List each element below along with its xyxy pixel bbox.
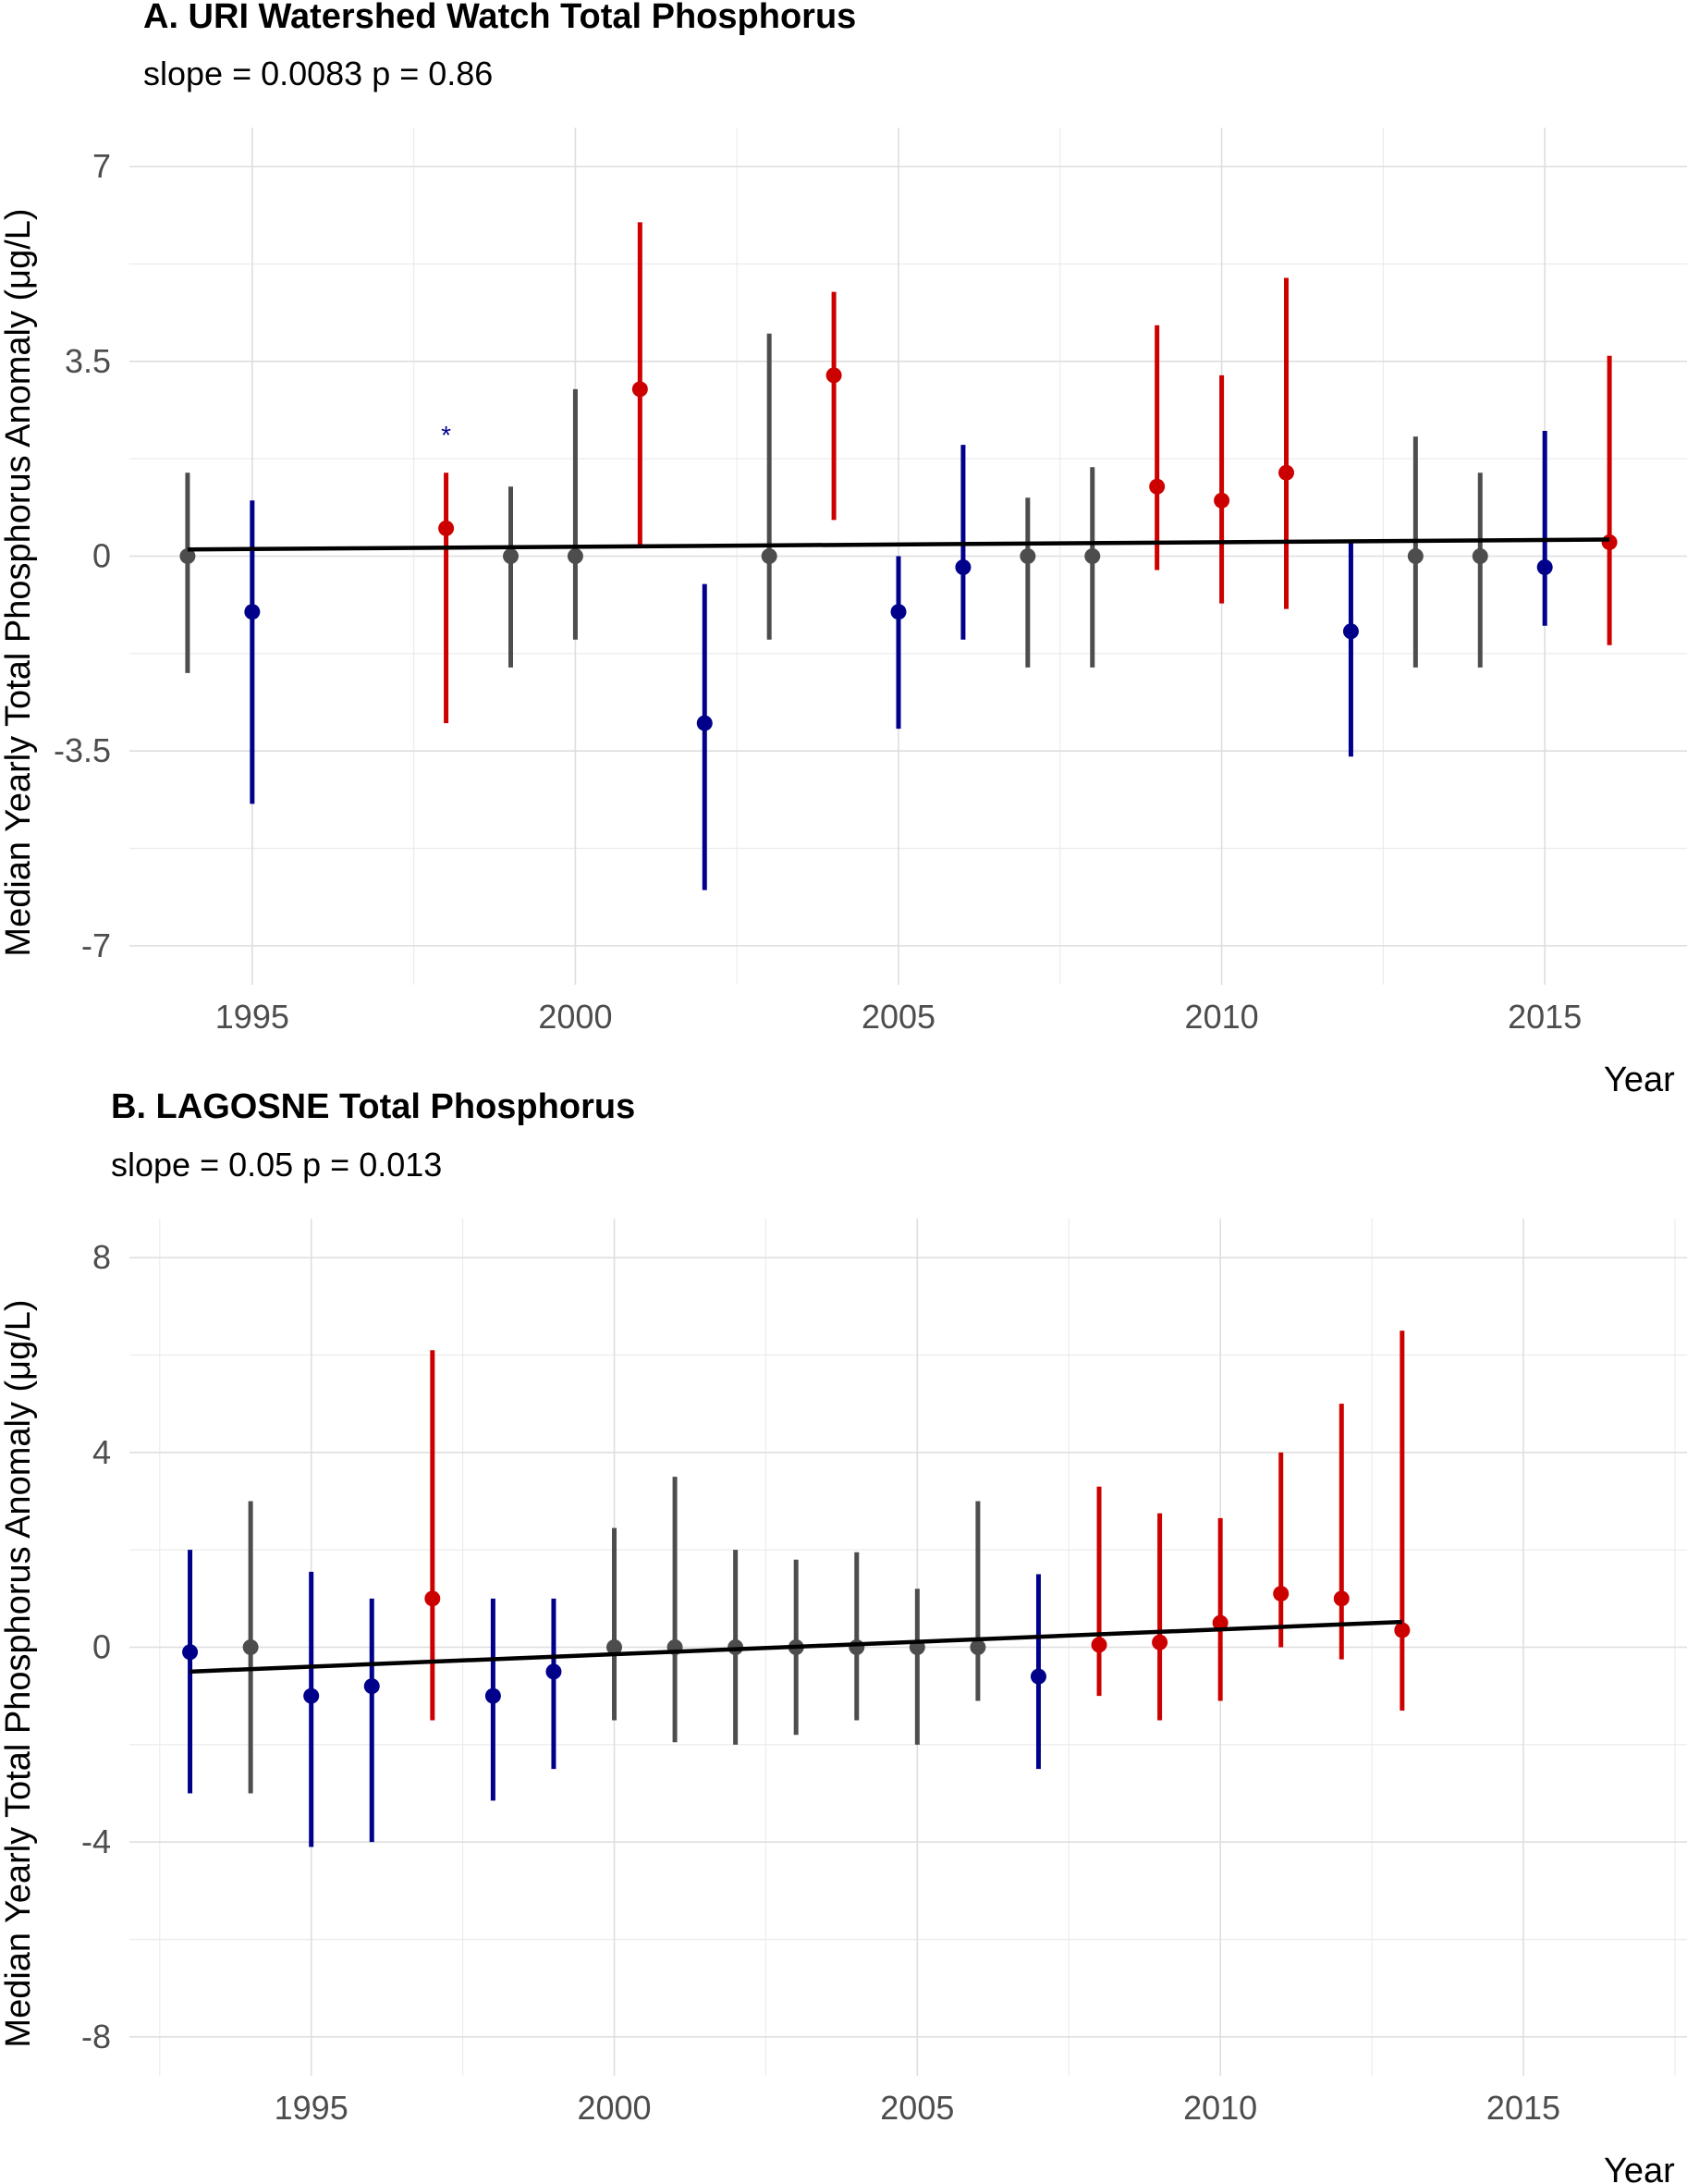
panel-a-x-tick-label: 1995	[215, 998, 289, 1036]
panel-a-point-2005	[890, 604, 907, 620]
panel-b-point-1999	[545, 1663, 562, 1680]
panel-a-point-2003	[761, 548, 777, 564]
panel-b-y-tick-label: -4	[81, 1822, 111, 1860]
panel-a-point-2011	[1278, 464, 1295, 481]
panel-b-point-1994	[242, 1639, 259, 1655]
panel-a-y-tick-label: 0	[92, 537, 111, 575]
panel-b-x-tick-label: 2000	[577, 2089, 651, 2127]
panel-b-point-2012	[1333, 1590, 1350, 1607]
panel-a-x-tick-label: 2010	[1185, 998, 1259, 1036]
panel-a-point-1995	[244, 604, 261, 620]
panel-a-point-2013	[1407, 548, 1424, 564]
panel-b-point-2010	[1212, 1614, 1229, 1631]
panel-b-data-points	[182, 1331, 1411, 1847]
panel-a-y-tick-label: 3.5	[65, 342, 111, 380]
panel-a-x-tick-label: 2015	[1508, 998, 1582, 1036]
panel-a-gridlines	[129, 128, 1687, 985]
panel-a-x-tick-label: 2000	[538, 998, 612, 1036]
panel-b-x-tick-label: 2015	[1486, 2089, 1560, 2127]
panel-a-point-2014	[1472, 548, 1488, 564]
panel-b-title: B. LAGOSNE Total Phosphorus	[111, 1087, 635, 1126]
panel-a-point-2012	[1342, 623, 1359, 640]
panel-a-annotation: *	[441, 421, 451, 449]
panel-a: A. URI Watershed Watch Total Phosphorus …	[0, 0, 1687, 1099]
panel-a-point-1998	[438, 520, 455, 536]
panel-a-data-points	[179, 222, 1618, 890]
panel-a-point-2006	[955, 559, 972, 576]
panel-b-x-axis-label: Year	[1604, 2152, 1675, 2184]
panel-a-point-2016	[1601, 534, 1618, 550]
panel-a-point-2015	[1536, 559, 1553, 576]
panel-b-subtitle: slope = 0.05 p = 0.013	[111, 1146, 442, 1184]
panel-a-point-2000	[567, 548, 583, 564]
panel-b-point-2011	[1273, 1586, 1290, 1602]
panel-a-y-tick-label: -7	[81, 926, 111, 964]
panel-a-point-1994	[179, 548, 196, 564]
panel-a-point-1999	[503, 548, 520, 564]
panel-b-y-axis-label: Median Yearly Total Phosphorus Anomaly (…	[0, 1299, 38, 2047]
panel-b-y-tick-label: -8	[81, 2018, 111, 2055]
panel-a-point-2008	[1084, 548, 1101, 564]
panel-b-point-2013	[1394, 1622, 1411, 1638]
panel-b-point-2000	[606, 1639, 623, 1655]
panel-b-x-tick-label: 2010	[1183, 2089, 1257, 2127]
panel-b-point-1997	[424, 1590, 441, 1607]
panel-b-gridlines	[129, 1219, 1687, 2076]
panel-b-y-tick-label: 4	[92, 1433, 111, 1471]
panel-b-point-2007	[1030, 1668, 1046, 1685]
panel-a-point-2002	[696, 715, 713, 731]
panel-a-point-2004	[825, 367, 842, 384]
panel-a-trend-line	[187, 537, 1610, 552]
panel-b-point-2006	[970, 1639, 986, 1655]
panel-b-y-tick-label: 8	[92, 1238, 111, 1276]
panel-b-point-1996	[363, 1678, 380, 1695]
panel-a-y-axis-label: Median Yearly Total Phosphorus Anomaly (…	[0, 208, 38, 956]
panel-a-x-tick-label: 2005	[862, 998, 935, 1036]
panel-b-y-tick-label: 0	[92, 1628, 111, 1666]
panel-a-point-2009	[1149, 478, 1166, 495]
panel-b: B. LAGOSNE Total Phosphorus slope = 0.05…	[0, 1087, 1687, 2184]
panel-a-title: A. URI Watershed Watch Total Phosphorus	[143, 0, 856, 36]
panel-a-point-2010	[1214, 492, 1230, 509]
panel-a-point-2001	[631, 381, 648, 398]
panel-b-point-1993	[182, 1644, 199, 1661]
panel-b-point-2008	[1091, 1637, 1107, 1653]
panel-a-x-axis-label: Year	[1604, 1061, 1675, 1099]
panel-b-x-tick-label: 1995	[275, 2089, 348, 2127]
panel-b-point-2004	[849, 1639, 865, 1655]
panel-a-y-tick-label: 7	[92, 147, 111, 185]
panel-a-y-tick-label: -3.5	[54, 731, 111, 769]
panel-a-point-2007	[1020, 548, 1036, 564]
panel-a-subtitle: slope = 0.0083 p = 0.86	[143, 55, 493, 92]
panel-b-x-tick-label: 2005	[880, 2089, 954, 2127]
panel-b-point-1995	[303, 1687, 320, 1704]
panel-b-point-2009	[1152, 1634, 1168, 1650]
panel-b-trend-line	[189, 1619, 1402, 1675]
panel-b-point-1998	[484, 1687, 501, 1704]
